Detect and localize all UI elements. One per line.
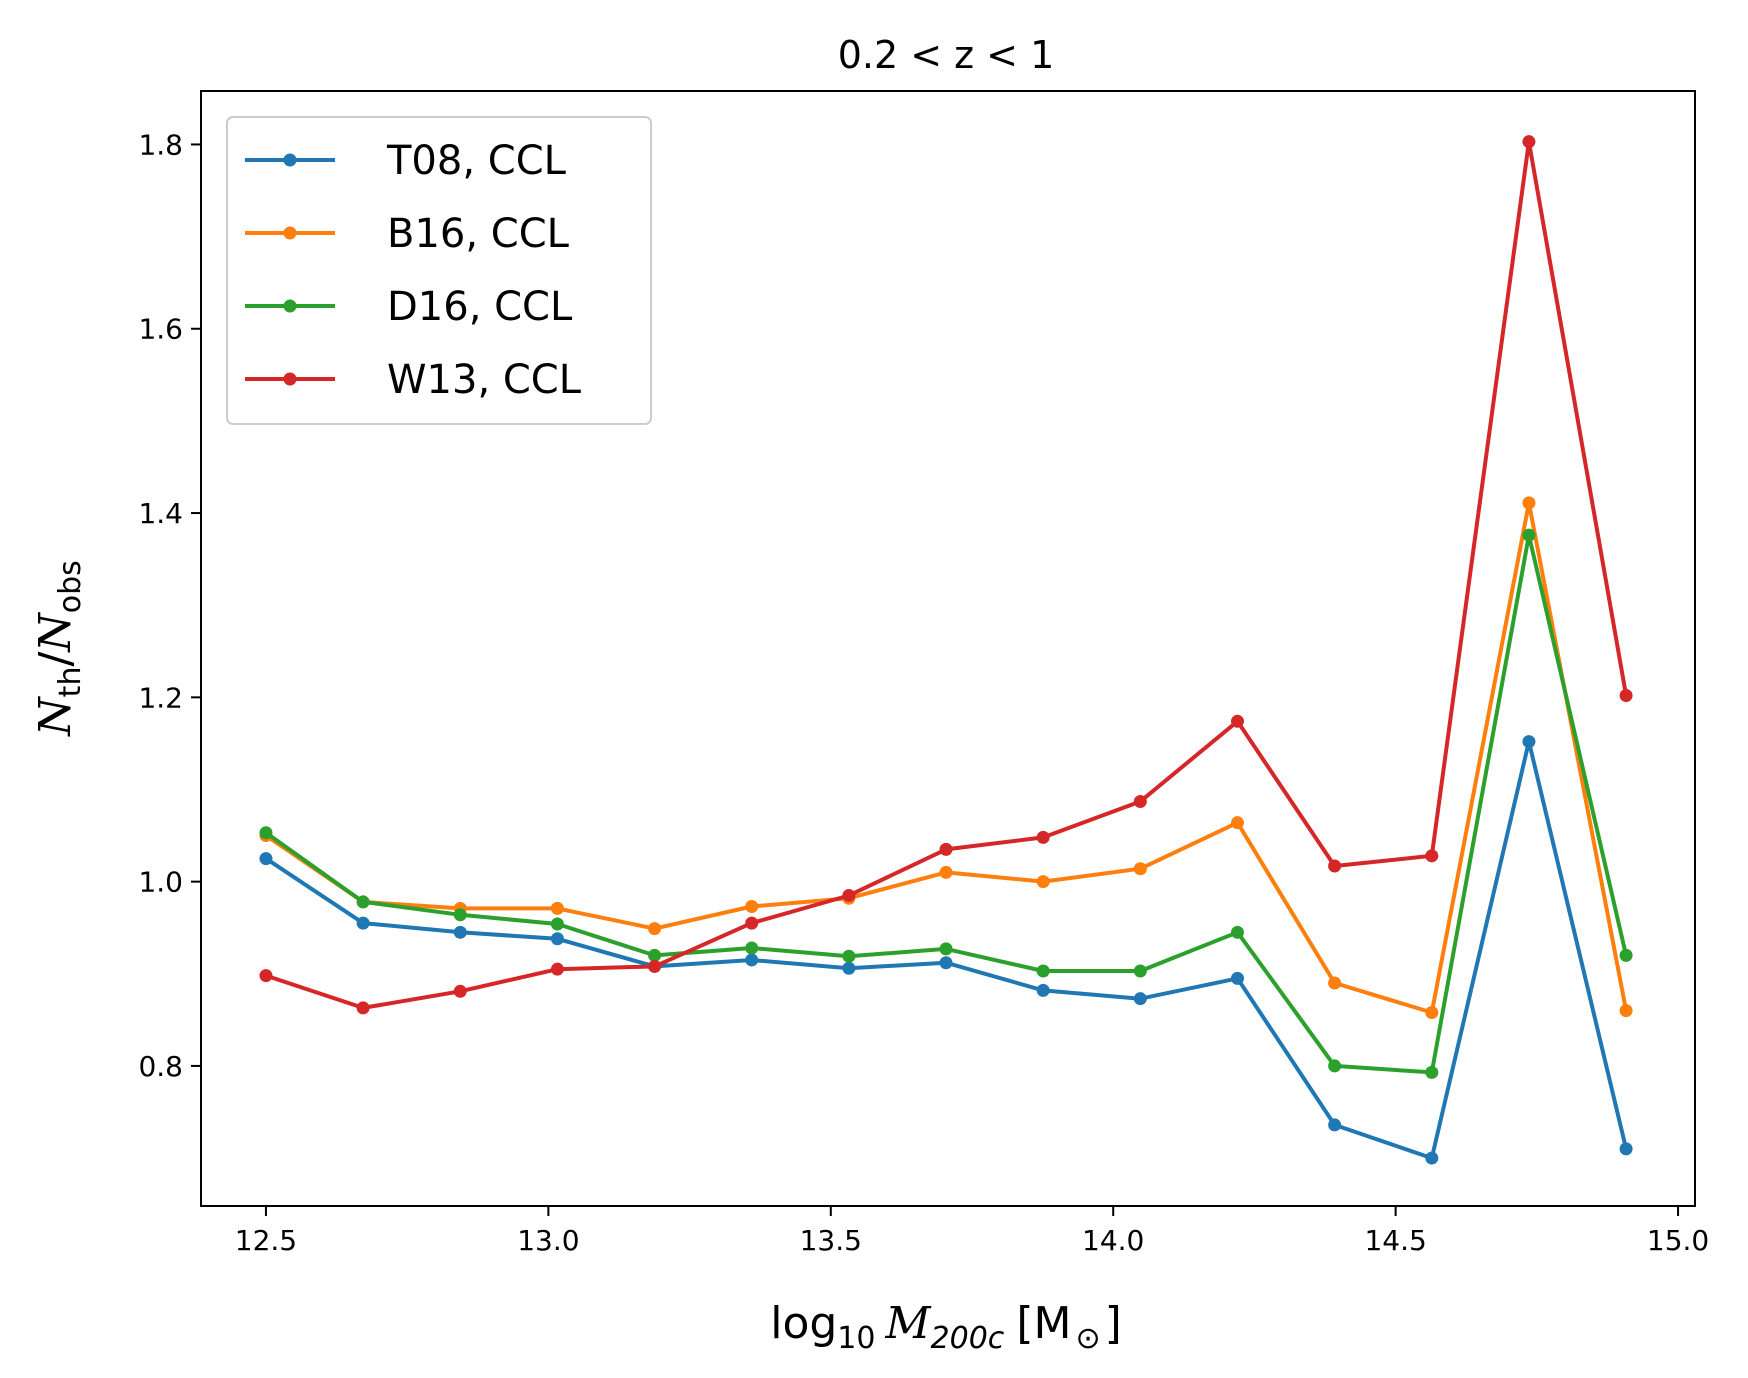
legend-label-b16: B16, CCL	[387, 211, 570, 257]
data-point-d16	[1522, 528, 1536, 542]
data-point-t08	[1619, 1142, 1633, 1156]
data-point-w13	[1133, 794, 1147, 808]
y-tick-label: 0.8	[138, 1050, 183, 1083]
data-point-w13	[1522, 135, 1536, 149]
legend-label-w13: W13, CCL	[387, 357, 582, 403]
data-point-d16	[745, 941, 759, 955]
x-axis-ticks: 12.5 13.0 13.5 14.0 14.5 15.0	[235, 1206, 1709, 1257]
data-point-t08	[453, 925, 467, 939]
legend-label-d16: D16, CCL	[387, 284, 573, 330]
x-tick-label: 15.0	[1647, 1224, 1709, 1257]
y-axis-label: Nth/Nobs	[30, 560, 88, 737]
data-point-d16	[1619, 948, 1633, 962]
data-point-t08	[356, 916, 370, 930]
data-point-t08	[259, 852, 273, 866]
x-tick-label: 14.5	[1364, 1224, 1426, 1257]
data-point-w13	[550, 962, 564, 976]
data-point-w13	[939, 842, 953, 856]
chart-title: 0.2 < z < 1	[838, 33, 1055, 77]
data-point-w13	[1230, 714, 1244, 728]
data-point-d16	[550, 917, 564, 931]
series-layer	[259, 135, 1633, 1165]
data-point-b16	[1522, 496, 1536, 510]
data-point-b16	[648, 922, 662, 936]
data-point-t08	[1230, 971, 1244, 985]
data-point-b16	[745, 900, 759, 914]
legend: T08, CCL B16, CCL D16, CCL W13, CCL	[226, 116, 652, 425]
data-point-w13	[356, 1001, 370, 1015]
data-point-b16	[1328, 976, 1342, 990]
data-point-d16	[1425, 1065, 1439, 1079]
y-tick-label: 1.2	[138, 681, 183, 714]
data-point-w13	[1619, 688, 1633, 702]
data-point-w13	[1036, 830, 1050, 844]
data-point-d16	[842, 949, 856, 963]
x-tick-label: 13.0	[517, 1224, 579, 1257]
data-point-d16	[939, 942, 953, 956]
series-d16	[259, 528, 1633, 1079]
legend-marker-t08	[283, 153, 297, 167]
data-point-d16	[356, 895, 370, 909]
data-point-d16	[1328, 1059, 1342, 1073]
data-point-d16	[1036, 964, 1050, 978]
x-tick-label: 12.5	[235, 1224, 297, 1257]
y-axis-ticks: 0.8 1.0 1.2 1.4 1.6 1.8	[138, 128, 201, 1083]
data-point-b16	[550, 901, 564, 915]
y-tick-label: 1.6	[138, 313, 183, 346]
legend-box	[226, 116, 652, 425]
data-point-t08	[745, 953, 759, 967]
data-point-b16	[1133, 862, 1147, 876]
y-tick-label: 1.8	[138, 128, 183, 161]
data-point-t08	[939, 956, 953, 970]
data-point-b16	[939, 865, 953, 879]
data-point-b16	[1619, 1004, 1633, 1018]
data-point-d16	[1133, 964, 1147, 978]
legend-marker-w13	[283, 372, 297, 386]
data-point-d16	[1230, 925, 1244, 939]
data-point-t08	[1133, 992, 1147, 1006]
data-point-w13	[842, 888, 856, 902]
x-tick-label: 13.5	[800, 1224, 862, 1257]
data-point-t08	[842, 961, 856, 975]
legend-marker-d16	[283, 299, 297, 313]
data-point-t08	[1522, 735, 1536, 749]
data-point-b16	[1425, 1005, 1439, 1019]
data-point-w13	[1425, 849, 1439, 863]
data-point-w13	[745, 916, 759, 930]
data-point-w13	[1328, 859, 1342, 873]
data-point-w13	[648, 959, 662, 973]
data-point-w13	[259, 969, 273, 983]
y-tick-label: 1.4	[138, 497, 183, 530]
data-point-d16	[259, 826, 273, 840]
x-axis-label: log10 M200c [M ⊙]	[770, 1298, 1122, 1356]
x-tick-label: 14.0	[1082, 1224, 1144, 1257]
data-point-b16	[1230, 816, 1244, 830]
y-tick-label: 1.0	[138, 866, 183, 899]
data-point-w13	[453, 984, 467, 998]
data-point-t08	[1036, 983, 1050, 997]
legend-label-t08: T08, CCL	[386, 138, 567, 184]
legend-marker-b16	[283, 226, 297, 240]
data-point-t08	[1425, 1151, 1439, 1165]
data-point-t08	[1328, 1118, 1342, 1132]
data-point-d16	[453, 908, 467, 922]
series-b16	[259, 496, 1633, 1019]
series-w13	[259, 135, 1633, 1015]
data-point-b16	[1036, 875, 1050, 889]
data-point-d16	[648, 948, 662, 962]
data-point-t08	[550, 932, 564, 946]
plot-frame	[200, 90, 1696, 1207]
